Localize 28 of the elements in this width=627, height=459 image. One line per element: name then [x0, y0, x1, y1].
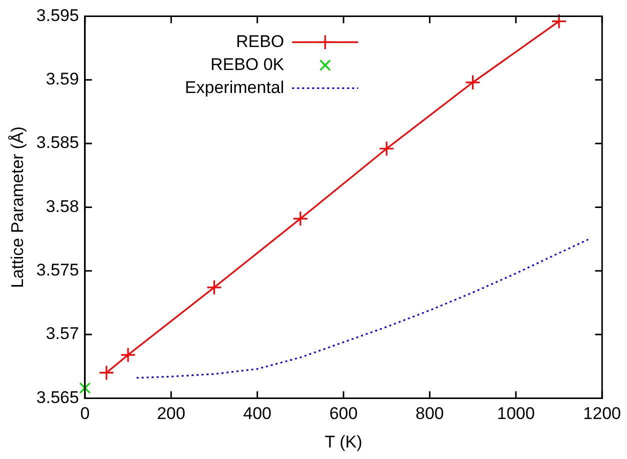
y-tick-label: 3.595	[36, 6, 79, 25]
legend-label: REBO 0K	[210, 54, 285, 74]
point	[378, 140, 394, 156]
point	[465, 74, 481, 90]
x-tick-label: 1200	[583, 404, 622, 424]
point	[292, 210, 308, 226]
x-tick-label: 1000	[496, 404, 535, 424]
x-axis-title: T (K)	[324, 432, 362, 452]
line-series	[136, 238, 590, 379]
y-tick-label: 3.585	[36, 133, 79, 152]
point	[206, 280, 222, 296]
y-tick-label: 3.58	[46, 196, 79, 216]
point	[79, 382, 91, 394]
x-tick-label: 200	[156, 404, 186, 424]
legend-label: REBO	[236, 32, 284, 51]
x-tick-label: 800	[416, 404, 444, 424]
y-axis-title: Lattice Parameter (Å)	[8, 126, 27, 288]
y-tick-label: 3.59	[46, 70, 79, 89]
x-tick-label: 0	[80, 404, 90, 424]
legend-label: Experimental	[184, 78, 284, 97]
y-tick-label: 3.575	[36, 260, 79, 280]
y-tick-label: 3.565	[36, 388, 79, 407]
x-tick-label: 400	[243, 404, 272, 424]
point	[120, 347, 136, 363]
point	[98, 364, 114, 381]
x-tick-label: 600	[329, 404, 358, 424]
y-tick-label: 3.57	[46, 324, 79, 344]
point	[551, 13, 567, 30]
